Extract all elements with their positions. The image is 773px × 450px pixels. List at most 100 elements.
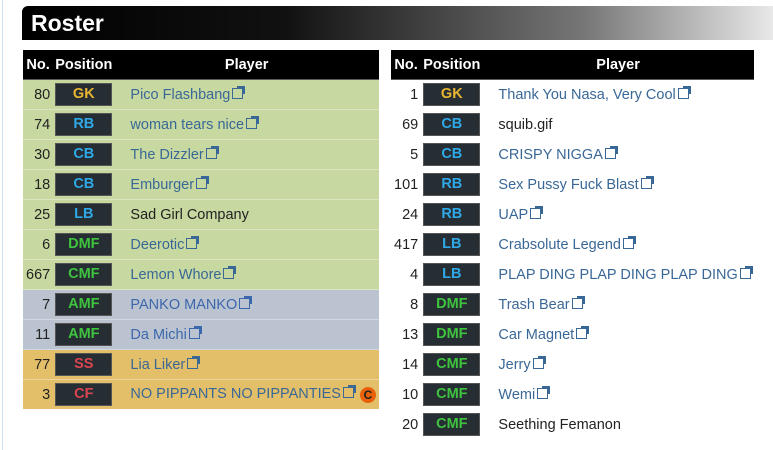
table-row: 5 CB CRISPY NIGGA: [391, 139, 754, 170]
position-badge: RB: [423, 203, 481, 226]
player-link[interactable]: PLAP DING PLAP DING PLAP DING: [498, 265, 753, 283]
table-row: 74 RB woman tears nice: [23, 109, 379, 140]
position-badge: RB: [55, 113, 113, 136]
player-name: Jerry: [498, 356, 531, 373]
player-link[interactable]: Deerotic: [130, 235, 200, 253]
player-number: 18: [23, 169, 54, 200]
external-link-icon: [576, 325, 590, 339]
player-link[interactable]: Thank You Nasa, Very Cool: [498, 85, 691, 103]
external-link-icon: [205, 145, 219, 159]
player-number: 11: [23, 319, 54, 350]
player-number: 417: [391, 229, 422, 260]
table-row: 77 SS Lia Liker: [23, 349, 379, 380]
table-row: 3 CF NO PIPPANTS NO PIPPANTIES C: [23, 379, 379, 409]
player-name: PLAP DING PLAP DING PLAP DING: [498, 266, 738, 283]
player-name: Lia Liker: [130, 356, 186, 373]
player-number: 14: [391, 349, 422, 380]
position-badge: SS: [55, 353, 113, 376]
roster-table-left: No. Position Player 80 GK Pico Flashbang…: [23, 50, 379, 409]
player-number: 20: [391, 409, 422, 439]
table-row: 4 LB PLAP DING PLAP DING PLAP DING: [391, 259, 754, 290]
position-badge: GK: [423, 83, 481, 106]
player-link[interactable]: Pico Flashbang: [130, 85, 246, 103]
position-badge: AMF: [55, 323, 113, 346]
table-row: 18 CB Emburger: [23, 169, 379, 200]
player-link[interactable]: NO PIPPANTS NO PIPPANTIES: [130, 385, 356, 403]
player-link[interactable]: UAP: [498, 205, 544, 223]
position-badge: LB: [423, 233, 481, 256]
position-badge: AMF: [55, 293, 113, 316]
external-link-icon: [188, 325, 202, 339]
player-number: 4: [391, 259, 422, 290]
player-name: The Dizzler: [130, 146, 204, 163]
position-badge: DMF: [423, 293, 481, 316]
external-link-icon: [187, 355, 201, 369]
player-number: 77: [23, 349, 54, 380]
player-link[interactable]: Da Michi: [130, 325, 202, 343]
external-link-icon: [640, 175, 654, 189]
player-name: Thank You Nasa, Very Cool: [498, 86, 676, 103]
position-badge: GK: [55, 83, 113, 106]
player-link[interactable]: The Dizzler: [130, 145, 219, 163]
external-link-icon: [223, 265, 237, 279]
player-link[interactable]: Car Magnet: [498, 325, 590, 343]
position-badge: CB: [55, 143, 113, 166]
player-number: 25: [23, 199, 54, 230]
player-link[interactable]: Jerry: [498, 355, 546, 373]
external-link-icon: [186, 235, 200, 249]
player-link[interactable]: PANKO MANKO: [130, 295, 253, 313]
table-row: 25 LB Sad Girl Company: [23, 199, 379, 230]
external-link-icon: [239, 295, 253, 309]
player-number: 13: [391, 319, 422, 350]
external-link-icon: [537, 385, 551, 399]
page-border: [2, 0, 3, 450]
external-link-icon: [246, 115, 260, 129]
table-row: 101 RB Sex Pussy Fuck Blast: [391, 169, 754, 200]
external-link-icon: [622, 235, 636, 249]
player-name: Da Michi: [130, 326, 187, 343]
player-name: Trash Bear: [498, 296, 570, 313]
player-link[interactable]: Trash Bear: [498, 295, 585, 313]
player-name: Sex Pussy Fuck Blast: [498, 176, 639, 193]
position-badge: CB: [423, 113, 481, 136]
player-link[interactable]: woman tears nice: [130, 115, 260, 133]
player-name: Wemi: [498, 386, 536, 403]
table-row: 1 GK Thank You Nasa, Very Cool: [391, 79, 754, 110]
position-badge: CMF: [55, 263, 113, 286]
player-number: 6: [23, 229, 54, 260]
col-no: No.: [23, 50, 54, 80]
player-name: Lemon Whore: [130, 266, 222, 283]
table-row: 10 CMF Wemi: [391, 379, 754, 410]
table-row: 80 GK Pico Flashbang: [23, 79, 379, 110]
position-badge: CF: [55, 383, 113, 406]
player-name: Crabsolute Legend: [498, 236, 621, 253]
player-link[interactable]: Crabsolute Legend: [498, 235, 636, 253]
external-link-icon: [196, 175, 210, 189]
player-name: NO PIPPANTS NO PIPPANTIES: [130, 386, 341, 403]
player-link[interactable]: CRISPY NIGGA: [498, 145, 618, 163]
col-no: No.: [391, 50, 422, 80]
position-badge: CB: [423, 143, 481, 166]
position-badge: CB: [55, 173, 113, 196]
player-link[interactable]: Lia Liker: [130, 355, 201, 373]
roster-table-right: No. Position Player 1 GK Thank You Nasa,…: [391, 50, 754, 439]
player-name: UAP: [498, 206, 529, 223]
table-row: 13 DMF Car Magnet: [391, 319, 754, 350]
player-link[interactable]: Wemi: [498, 385, 551, 403]
player-number: 80: [23, 79, 54, 110]
external-link-icon: [232, 85, 246, 99]
external-link-icon: [739, 265, 753, 279]
external-link-icon: [677, 85, 691, 99]
player-number: 69: [391, 109, 422, 140]
player-number: 7: [23, 289, 54, 320]
player-name: Sad Girl Company: [130, 206, 249, 223]
position-badge: LB: [55, 203, 113, 226]
col-player: Player: [114, 50, 379, 80]
player-link[interactable]: Emburger: [130, 175, 210, 193]
player-link[interactable]: Sex Pussy Fuck Blast: [498, 175, 654, 193]
player-name: Emburger: [130, 176, 195, 193]
player-link[interactable]: Lemon Whore: [130, 265, 237, 283]
position-badge: LB: [423, 263, 481, 286]
position-badge: DMF: [423, 323, 481, 346]
external-link-icon: [530, 205, 544, 219]
